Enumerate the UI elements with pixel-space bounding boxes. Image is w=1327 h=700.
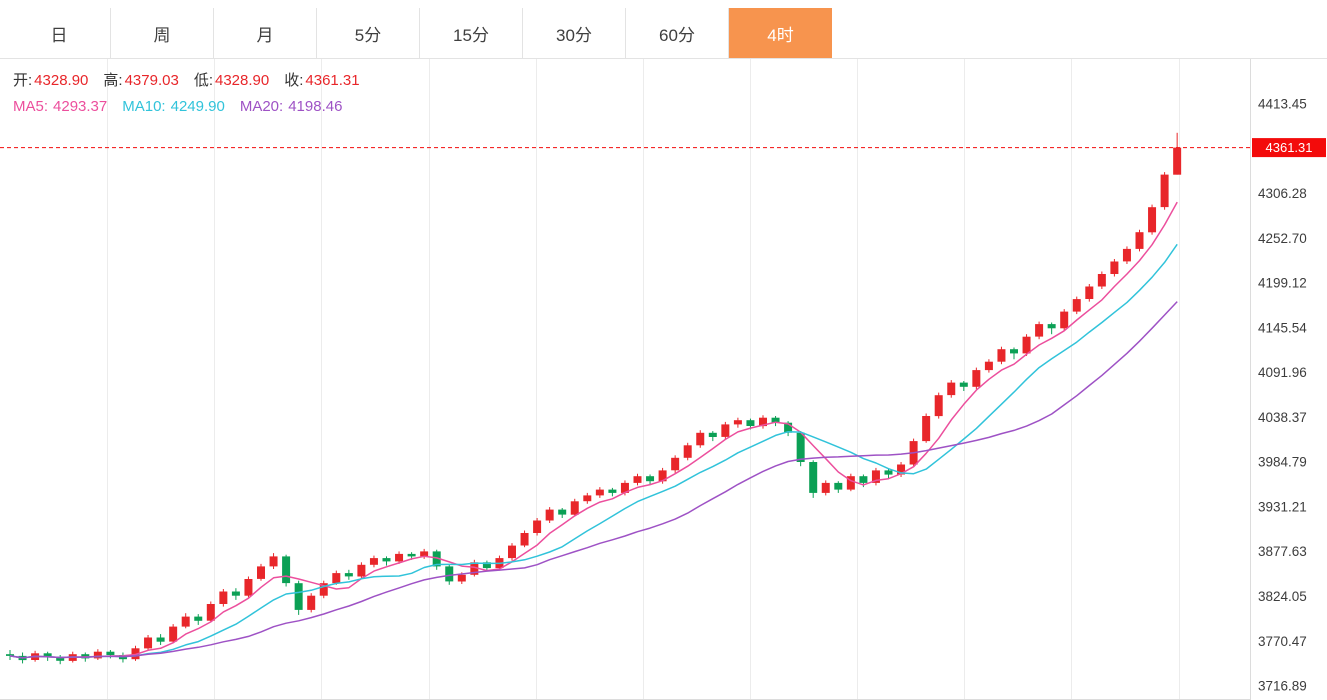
tab-15min[interactable]: 15分 xyxy=(420,8,523,58)
svg-text:4306.28: 4306.28 xyxy=(1258,186,1307,201)
low-pair: 低: 4328.90 xyxy=(194,69,269,90)
close-value: 4361.31 xyxy=(305,72,360,89)
svg-text:3931.21: 3931.21 xyxy=(1258,499,1307,514)
ma10-legend: MA10: 4249.90 xyxy=(122,98,225,115)
tab-30min[interactable]: 30分 xyxy=(523,8,626,58)
svg-text:4091.96: 4091.96 xyxy=(1258,365,1307,380)
ma10-value: 4249.90 xyxy=(170,98,225,115)
open-value: 4328.90 xyxy=(34,72,89,89)
ma20-value: 4198.46 xyxy=(288,98,343,115)
ma5-label: MA5: xyxy=(13,98,49,115)
svg-text:4199.12: 4199.12 xyxy=(1258,276,1307,291)
candlestick-chart[interactable]: 4413.454359.874306.284252.704199.124145.… xyxy=(0,59,1327,700)
interval-tabbar: 日 周 月 5分 15分 30分 60分 4时 xyxy=(0,0,1327,59)
tab-5min[interactable]: 5分 xyxy=(317,8,420,58)
tab-week[interactable]: 周 xyxy=(111,8,214,58)
svg-text:4413.45: 4413.45 xyxy=(1258,97,1307,112)
tab-4hour[interactable]: 4时 xyxy=(729,8,832,58)
svg-text:3984.79: 3984.79 xyxy=(1258,455,1307,470)
open-pair: 开: 4328.90 xyxy=(13,69,88,90)
open-label: 开: xyxy=(13,72,33,89)
high-label: 高: xyxy=(103,72,123,89)
svg-text:4038.37: 4038.37 xyxy=(1258,410,1307,425)
tab-month[interactable]: 月 xyxy=(214,8,317,58)
svg-text:4252.70: 4252.70 xyxy=(1258,231,1307,246)
ma5-value: 4293.37 xyxy=(53,98,108,115)
ma20-label: MA20: xyxy=(239,98,284,115)
ma-row: MA5: 4293.37 MA10: 4249.90 MA20: 4198.46 xyxy=(13,93,375,120)
high-pair: 高: 4379.03 xyxy=(103,69,178,90)
svg-text:3770.47: 3770.47 xyxy=(1258,634,1307,649)
chart-legend: 开: 4328.90 高: 4379.03 低: 4328.90 收: 4361.31 … xyxy=(13,66,375,120)
ma10-label: MA10: xyxy=(122,98,166,115)
svg-text:3877.63: 3877.63 xyxy=(1258,544,1307,559)
low-value: 4328.90 xyxy=(214,72,270,89)
ma20-legend: MA20: 4198.46 xyxy=(240,98,343,115)
close-label: 收: xyxy=(284,72,304,89)
low-label: 低: xyxy=(193,72,213,89)
svg-text:4145.54: 4145.54 xyxy=(1258,320,1307,335)
svg-text:4361.31: 4361.31 xyxy=(1266,140,1313,155)
chart-area: 4413.454359.874306.284252.704199.124145.… xyxy=(0,59,1327,700)
svg-text:3716.89: 3716.89 xyxy=(1258,679,1307,694)
high-value: 4379.03 xyxy=(124,72,179,89)
close-pair: 收: 4361.31 xyxy=(284,69,359,90)
ohlc-row: 开: 4328.90 高: 4379.03 低: 4328.90 收: 4361.31 xyxy=(13,66,375,93)
svg-text:3824.05: 3824.05 xyxy=(1258,589,1307,604)
tab-60min[interactable]: 60分 xyxy=(626,8,729,58)
ma5-legend: MA5: 4293.37 xyxy=(13,98,107,115)
tab-day[interactable]: 日 xyxy=(8,8,111,58)
